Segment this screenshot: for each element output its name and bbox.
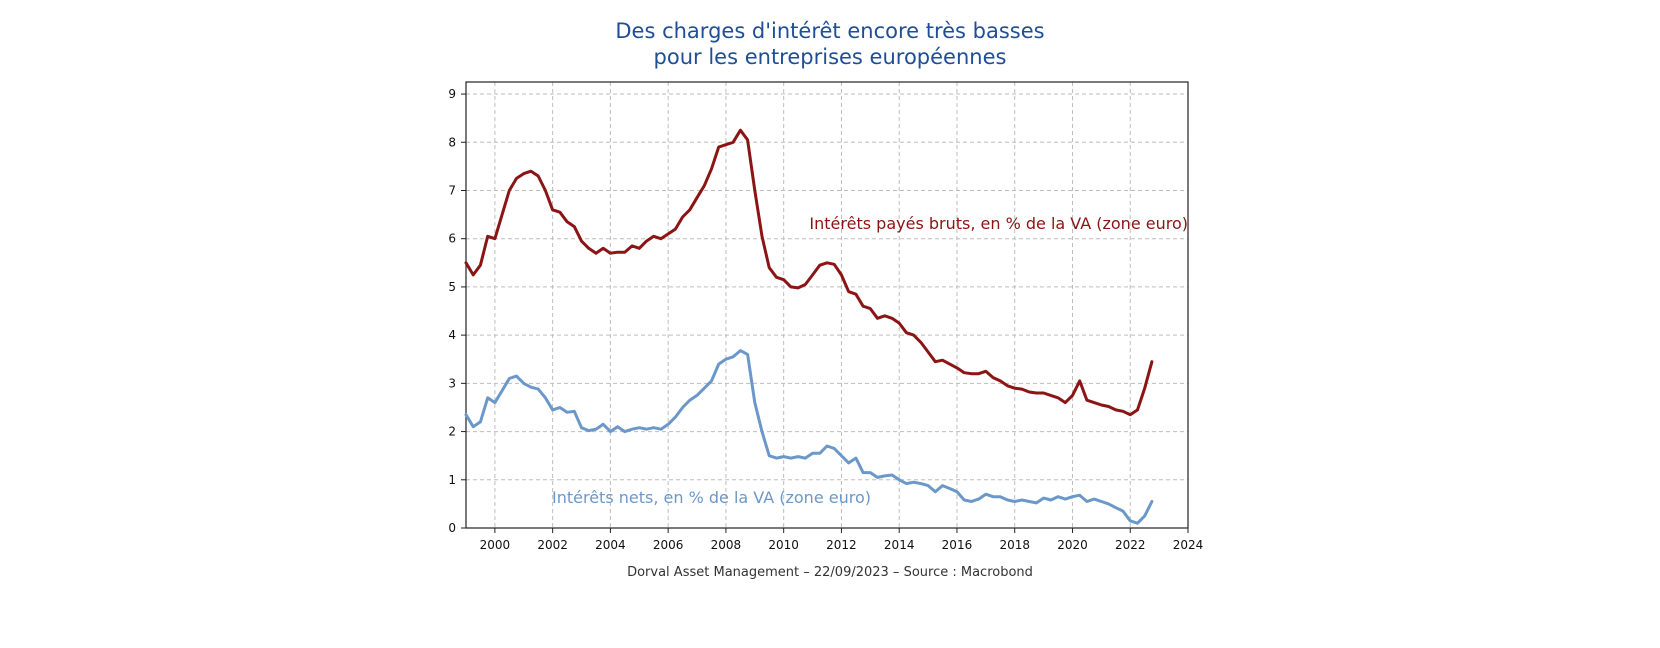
x-tick-label: 2024 (1173, 538, 1204, 552)
x-tick-label: 2002 (537, 538, 568, 552)
x-tick-label: 2020 (1057, 538, 1088, 552)
x-tick-label: 2018 (999, 538, 1030, 552)
y-tick-label: 0 (448, 521, 456, 535)
y-tick-label: 7 (448, 183, 456, 197)
series-label-net: Intérêts nets, en % de la VA (zone euro) (552, 488, 871, 507)
y-tick-label: 8 (448, 135, 456, 149)
chart-subtitle: pour les entreprises européennes (654, 45, 1007, 69)
grid (466, 82, 1188, 528)
x-tick-label: 2010 (768, 538, 799, 552)
y-tick-label: 9 (448, 87, 456, 101)
y-tick-label: 1 (448, 473, 456, 487)
y-tick-label: 2 (448, 425, 456, 439)
x-tick-label: 2008 (711, 538, 742, 552)
series-label-gross: Intérêts payés bruts, en % de la VA (zon… (809, 214, 1188, 233)
y-tick-label: 3 (448, 376, 456, 390)
plot-frame (465, 81, 1189, 529)
x-tick-label: 2006 (653, 538, 684, 552)
x-tick-label: 2004 (595, 538, 626, 552)
series-line-gross (464, 128, 1154, 417)
plot-area (466, 82, 1188, 528)
x-tick-label: 2012 (826, 538, 857, 552)
axes: 2000 2002 2004 2006 2008 2010 2012 2014 2016 2018… (448, 81, 1204, 552)
y-tick-label: 5 (448, 280, 456, 294)
source-footer: Dorval Asset Management – 22/09/2023 – S… (627, 565, 1033, 580)
x-tick-label: 2000 (480, 538, 511, 552)
series-line-net (464, 349, 1154, 525)
x-tick-label: 2014 (884, 538, 915, 552)
series-lines (464, 128, 1154, 525)
y-tick-label: 6 (448, 232, 456, 246)
chart-title: Des charges d'intérêt encore très basses (615, 19, 1044, 43)
x-tick-label: 2022 (1115, 538, 1146, 552)
y-tick-label: 4 (448, 328, 456, 342)
x-tick-label: 2016 (942, 538, 973, 552)
